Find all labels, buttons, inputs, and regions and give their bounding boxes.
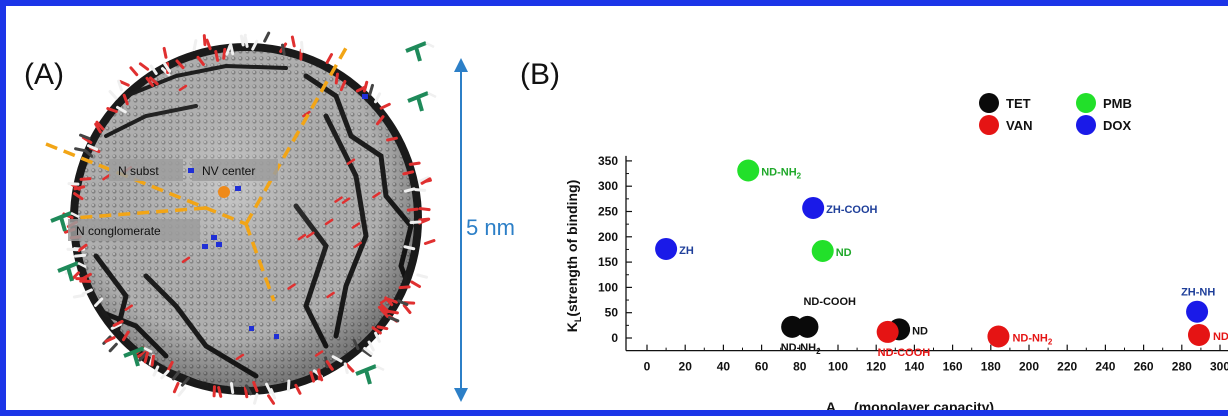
legend-marker: [979, 115, 999, 135]
point-label: ND-NH2: [761, 167, 801, 181]
panel-a: (A) N subst NV cente: [24, 31, 515, 405]
series-van: ND-COOH ND-NH2 ND: [876, 320, 1228, 359]
data-point: [781, 315, 804, 338]
series-dox: ZH ZH-COOH ZH-NH: [655, 196, 1215, 323]
legend-item-dox: DOX: [1076, 115, 1132, 135]
x-tick-label: 280: [1172, 360, 1192, 374]
svg-text:N conglomerate: N conglomerate: [76, 224, 161, 238]
y-tick-label: 0: [611, 331, 618, 345]
legend-item-van: VAN: [979, 115, 1032, 135]
point-label: ND-NH2: [1012, 332, 1052, 346]
svg-text:N subst: N subst: [118, 164, 159, 178]
data-point: [655, 237, 678, 260]
x-tick-label: 180: [981, 360, 1001, 374]
nitrogen-atoms: [188, 94, 368, 339]
data-point: [1186, 300, 1209, 323]
point-label: ZH-COOH: [826, 204, 877, 216]
panel-b-letter: (B): [520, 58, 560, 91]
y-tick-label: 150: [598, 255, 618, 269]
data-point: [796, 315, 819, 338]
y-tick-label: 100: [598, 280, 618, 294]
scale-bar: [454, 58, 468, 402]
x-tick-label: 200: [1019, 360, 1039, 374]
point-label: ND-COOH: [803, 296, 856, 308]
x-tick-label: 120: [866, 360, 886, 374]
x-tick-label: 20: [679, 360, 693, 374]
point-label: ND: [912, 325, 928, 337]
point-label: ZH-NH: [1181, 287, 1215, 299]
x-tick-label: 260: [1134, 360, 1154, 374]
label-n-conglomerate: N conglomerate: [68, 219, 200, 241]
legend-marker: [979, 93, 999, 113]
chart-axes: 0 50 100 150 200 250 300 350 0 20 40 60 80 100 120 140 1…: [598, 154, 1228, 374]
legend-marker: [1076, 93, 1096, 113]
legend-item-tet: TET: [979, 93, 1031, 113]
chart-points: ND-COOH ND ND-NH2 ND ND-COOH ND-NH2 ND ZH ZH-COO…: [655, 159, 1228, 359]
y-tick-label: 250: [598, 205, 618, 219]
grain-boundaries: [45, 47, 348, 302]
y-tick-label: 300: [598, 179, 618, 193]
x-tick-label: 0: [644, 360, 651, 374]
legend-label: PMB: [1103, 96, 1132, 111]
x-tick-label: 300: [1210, 360, 1228, 374]
figure-canvas: (A) N subst NV cente: [24, 31, 1228, 416]
data-point: [1187, 323, 1210, 346]
x-tick-label: 80: [793, 360, 807, 374]
nv-center-atom: [218, 186, 230, 198]
point-label: ND-NH2: [781, 342, 821, 356]
data-point: [987, 325, 1010, 348]
x-tick-label: 220: [1057, 360, 1077, 374]
label-nv-center: NV center: [192, 159, 278, 181]
series-pmb: ND-NH2 ND: [737, 159, 852, 262]
y-tick-label: 350: [598, 154, 618, 168]
legend-label: TET: [1006, 96, 1031, 111]
panel-a-letter: (A): [24, 58, 64, 91]
point-label: ND: [836, 247, 852, 259]
legend-label: VAN: [1006, 118, 1032, 133]
y-tick-label: 50: [605, 306, 619, 320]
surface-groups: [50, 31, 437, 405]
legend-marker: [1076, 115, 1096, 135]
panel-b: (B) 0 50 100 150 200 250 300 350 0 20 40 60 80 100 120…: [520, 58, 1228, 416]
label-n-subst: N subst: [109, 159, 183, 181]
svg-text:NV center: NV center: [202, 164, 255, 178]
x-axis-title: Amax(monolayer capacity): [826, 399, 994, 416]
legend-label: DOX: [1103, 118, 1132, 133]
point-label: ZH: [679, 245, 694, 257]
point-label: ND: [1213, 331, 1228, 343]
data-point: [811, 239, 834, 262]
y-tick-label: 200: [598, 230, 618, 244]
point-label: ND-COOH: [878, 347, 931, 359]
x-tick-label: 60: [755, 360, 769, 374]
legend-item-pmb: PMB: [1076, 93, 1132, 113]
x-tick-label: 100: [828, 360, 848, 374]
surface-shell-network: [78, 51, 418, 389]
scale-bar-label: 5 nm: [466, 215, 515, 240]
data-point: [802, 196, 825, 219]
data-point: [737, 159, 760, 182]
x-tick-label: 40: [717, 360, 731, 374]
chart-legend: TET PMB VAN DOX: [979, 93, 1132, 135]
nanoparticle: [50, 31, 437, 405]
x-tick-label: 140: [904, 360, 924, 374]
data-point: [876, 320, 899, 343]
x-tick-label: 160: [943, 360, 963, 374]
y-axis-title: KL(strength of binding): [564, 180, 583, 332]
x-tick-label: 240: [1095, 360, 1115, 374]
series-tet: ND-COOH ND: [781, 296, 928, 341]
scatter-chart: 0 50 100 150 200 250 300 350 0 20 40 60 80 100 120 140 1…: [598, 93, 1228, 374]
